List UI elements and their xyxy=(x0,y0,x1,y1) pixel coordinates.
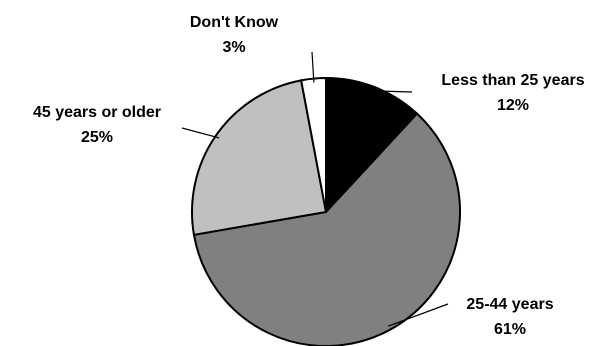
slice-label-45-or-older: 45 years or older xyxy=(33,104,161,121)
leader-line-dont-know xyxy=(311,51,315,83)
slice-value-less-than-25: 12% xyxy=(497,97,529,114)
leader-line-25-44 xyxy=(387,303,449,327)
pie-slice-25-44 xyxy=(192,112,461,346)
slice-label-dont-know: Don't Know xyxy=(190,14,279,31)
slice-label-less-than-25: Less than 25 years xyxy=(441,72,584,89)
slice-label-25-44: 25-44 years xyxy=(466,296,553,313)
slice-value-45-or-older: 25% xyxy=(81,129,113,146)
slice-value-25-44: 61% xyxy=(494,321,526,338)
leader-line-45-or-older xyxy=(181,127,220,139)
leader-line-less-than-25 xyxy=(373,90,413,93)
pie-slice-45-or-older xyxy=(191,79,328,236)
leader-lines xyxy=(181,51,449,327)
slice-value-dont-know: 3% xyxy=(222,39,245,56)
pie-slices xyxy=(191,76,461,346)
pie-slice-less-than-25 xyxy=(325,76,419,215)
